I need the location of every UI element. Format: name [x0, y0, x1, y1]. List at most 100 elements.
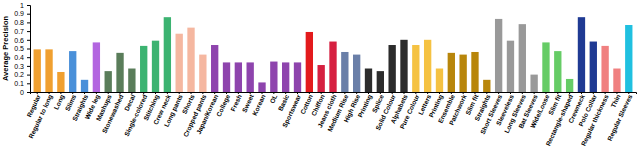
tick-mark [27, 75, 30, 76]
tick-mark [27, 66, 30, 67]
tick-label: 0.8 [14, 19, 24, 26]
tick-mark [131, 92, 132, 94]
tick-mark [415, 92, 416, 94]
tick-mark [557, 92, 558, 94]
tick-mark [37, 92, 38, 94]
bar [530, 75, 537, 92]
bar [436, 69, 443, 92]
tick: 0.4 [14, 54, 30, 61]
bar [81, 80, 88, 92]
tick-label: 0 [20, 89, 24, 96]
tick-mark [368, 92, 369, 94]
tick-mark [403, 92, 404, 94]
tick-mark [628, 92, 629, 94]
tick: 0.9 [14, 10, 30, 17]
tick-mark [27, 31, 30, 32]
tick-label: 1 [20, 2, 24, 9]
tick-mark [108, 92, 109, 94]
bar [365, 69, 372, 92]
bar [235, 62, 242, 92]
tick: 0 [20, 89, 30, 96]
y-axis: 00.10.20.30.40.50.60.70.80.91 [14, 2, 30, 96]
tick-mark [451, 92, 452, 94]
bar [93, 42, 100, 92]
tick-label: 0.3 [14, 63, 24, 70]
tick: Regular Sleeves [606, 92, 635, 142]
tick-mark [581, 92, 582, 94]
tick-mark [250, 92, 251, 94]
tick-mark [356, 92, 357, 94]
bar [318, 65, 325, 92]
bar [400, 40, 407, 92]
bars [34, 17, 633, 92]
tick-mark [238, 92, 239, 94]
tick-label: 0.9 [14, 10, 24, 17]
bar [128, 69, 135, 92]
bar [601, 46, 608, 92]
tick-mark [392, 92, 393, 94]
tick: Stonewashed [101, 92, 125, 134]
tick: College [215, 92, 232, 118]
tick-mark [273, 92, 274, 94]
bar [258, 82, 265, 92]
bar [448, 53, 455, 92]
plot: 00.10.20.30.40.50.60.70.80.91RegularRegu… [14, 2, 636, 148]
bar [140, 46, 147, 92]
bar [566, 79, 573, 92]
tick: 0.6 [14, 37, 30, 44]
bar [625, 25, 632, 92]
tick-mark [534, 92, 535, 94]
tick-mark [427, 92, 428, 94]
bar [507, 41, 514, 92]
tick-mark [333, 92, 334, 94]
tick-mark [96, 92, 97, 94]
tick-mark [60, 92, 61, 94]
bar [57, 72, 64, 92]
bar [483, 80, 490, 92]
tick-mark [143, 92, 144, 94]
x-axis: RegularRegular to longLongSlimsStraights… [25, 92, 636, 147]
bar [353, 55, 360, 92]
tick-mark [27, 22, 30, 23]
bar [495, 19, 502, 92]
tick-mark [321, 92, 322, 94]
tick: OL [268, 92, 278, 104]
bar [424, 40, 431, 92]
tick-mark [226, 92, 227, 94]
tick-mark [297, 92, 298, 94]
tick-mark [569, 92, 570, 94]
tick: 0.1 [14, 80, 30, 87]
tick-mark [474, 92, 475, 94]
tick-mark [191, 92, 192, 94]
bar [613, 69, 620, 92]
bar [341, 52, 348, 92]
tick-mark [605, 92, 606, 94]
tick-mark [285, 92, 286, 94]
bar [164, 17, 171, 92]
tick-label: Regular to long [27, 93, 54, 140]
tick-mark [344, 92, 345, 94]
bar [590, 42, 597, 92]
bar [211, 45, 218, 92]
bar [554, 51, 561, 92]
tick: Thin [609, 92, 621, 109]
axis-title: Average Precision [1, 15, 10, 81]
bar [152, 41, 159, 92]
tick-mark [593, 92, 594, 94]
bar [105, 71, 112, 92]
tick-mark [202, 92, 203, 94]
bar [306, 32, 313, 92]
bar [578, 17, 585, 92]
tick-label: 0.1 [14, 80, 24, 87]
bar [176, 34, 183, 92]
tick-mark [72, 92, 73, 94]
tick: Regular to long [27, 92, 54, 140]
tick-mark [27, 40, 30, 41]
tick-mark [522, 92, 523, 94]
tick: Printing [356, 92, 374, 119]
tick-mark [616, 92, 617, 94]
bar [116, 53, 123, 92]
tick: 0.2 [14, 71, 30, 78]
tick-mark [498, 92, 499, 94]
tick-mark [545, 92, 546, 94]
